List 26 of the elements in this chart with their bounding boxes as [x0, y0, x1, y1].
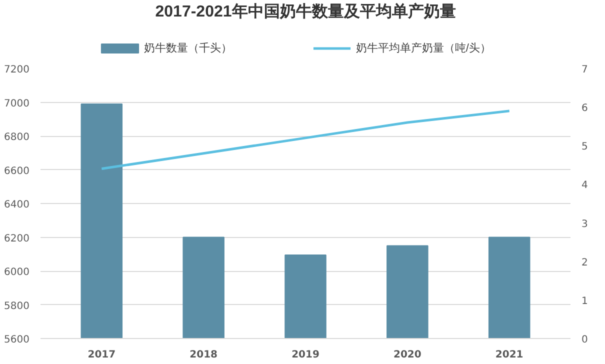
- y-tick-label: 6800: [4, 132, 30, 143]
- y2-tick-label: 7: [582, 64, 588, 76]
- y-tick-label: 5800: [4, 300, 30, 312]
- y2-tick-label: 6: [582, 103, 588, 114]
- y2-tick-label: 0: [582, 334, 588, 346]
- chart-title: 2017-2021年中国奶牛数量及平均单产奶量: [155, 2, 456, 20]
- y2-tick-label: 3: [582, 218, 588, 230]
- x-tick-label: 2018: [190, 350, 218, 360]
- y2-tick-label: 1: [582, 296, 588, 307]
- y-tick-label: 5600: [4, 334, 30, 346]
- x-tick-label: 2021: [495, 350, 524, 360]
- x-tick-label: 2020: [394, 350, 422, 360]
- x-tick-label: 2019: [292, 350, 320, 360]
- legend-label: 奶牛数量（千头）: [144, 42, 232, 54]
- y-tick-label: 7200: [4, 64, 30, 76]
- y-tick-label: 7000: [4, 98, 30, 110]
- y-tick-label: 6000: [4, 267, 30, 278]
- legend-label: 奶牛平均单产奶量（吨/头）: [356, 42, 491, 54]
- y2-tick-label: 2: [582, 257, 588, 268]
- y-tick-label: 6600: [4, 166, 30, 177]
- y-tick-label: 6400: [4, 200, 30, 210]
- y-tick-label: 6200: [4, 233, 30, 244]
- y2-tick-label: 4: [582, 180, 588, 192]
- line-series: [100, 110, 511, 170]
- x-tick-label: 2017: [88, 350, 116, 360]
- y2-tick-label: 5: [582, 142, 588, 153]
